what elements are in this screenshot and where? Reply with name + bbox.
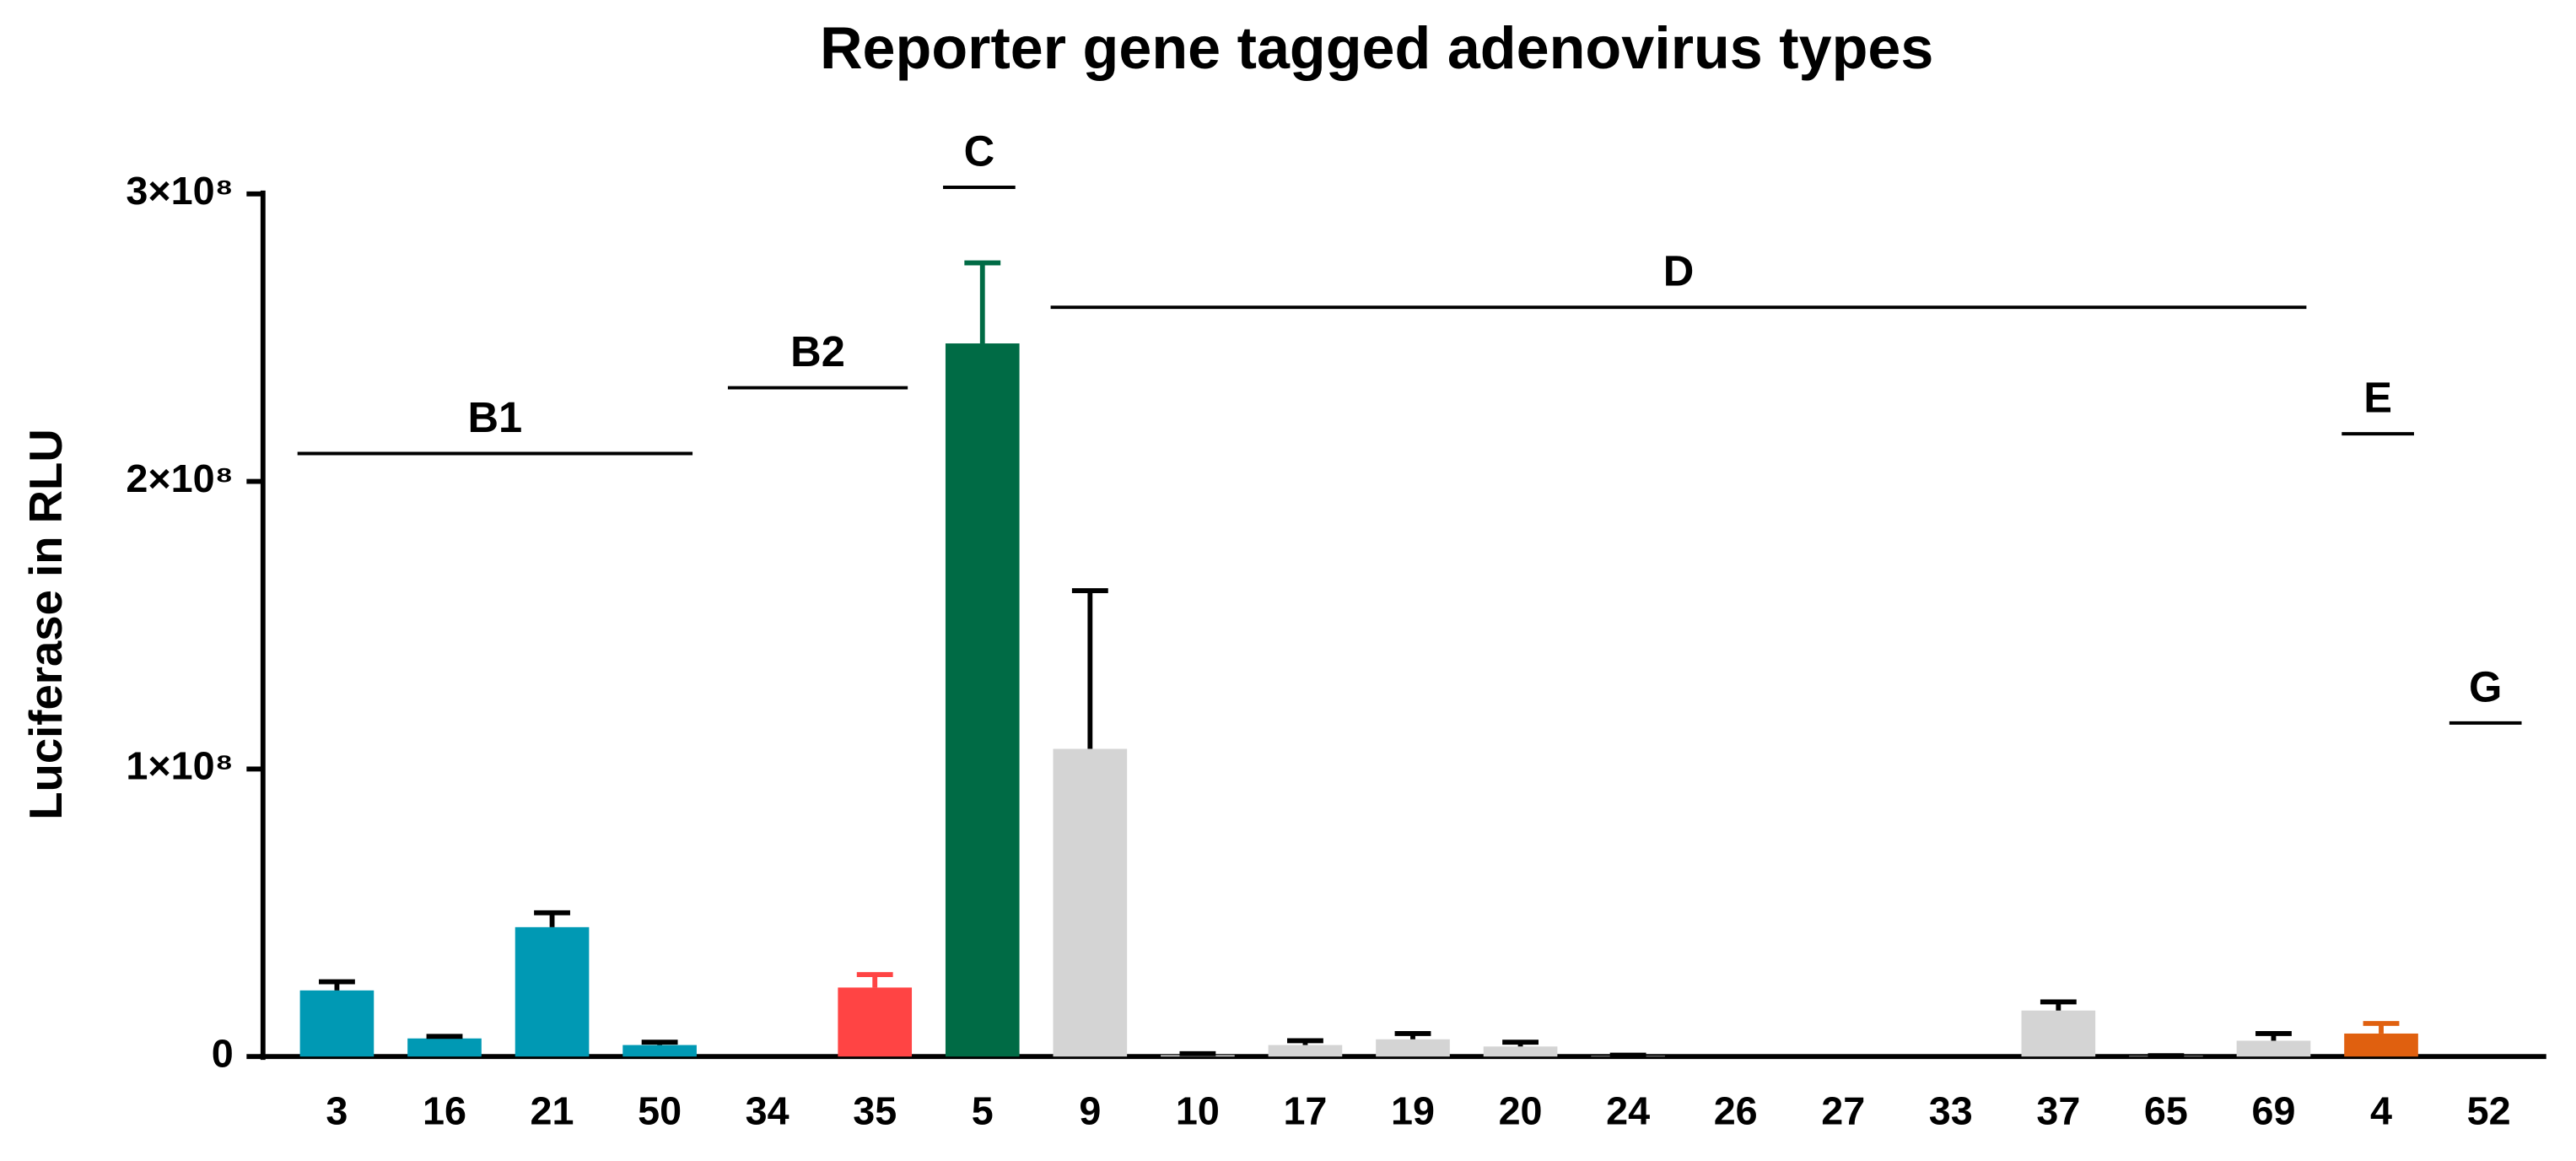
error-bar	[2255, 1034, 2292, 1041]
x-tick-label: 20	[1499, 1089, 1543, 1133]
bar	[2344, 1034, 2418, 1056]
x-tick-label: 33	[1929, 1089, 1973, 1133]
y-tick-label: 1×10⁸	[126, 744, 233, 788]
x-tick-label: 16	[423, 1089, 466, 1133]
error-bar	[427, 1036, 463, 1038]
x-tick-label: 52	[2467, 1089, 2511, 1133]
error-bar	[1395, 1034, 1431, 1040]
bar	[1269, 1045, 1343, 1057]
y-axis-label: Luciferase in RLU	[20, 429, 72, 820]
error-bar	[857, 975, 893, 987]
x-tick-label: 69	[2251, 1089, 2295, 1133]
bar	[515, 927, 590, 1056]
group-label: C	[964, 127, 995, 175]
x-tick-label: 50	[638, 1089, 682, 1133]
bar	[1484, 1046, 1558, 1056]
error-bar	[1072, 591, 1108, 748]
y-tick-label: 2×10⁸	[126, 456, 233, 500]
bar	[1376, 1040, 1450, 1056]
error-bar	[2040, 1002, 2077, 1010]
bar	[946, 343, 1020, 1056]
bar	[622, 1045, 697, 1057]
bar	[2022, 1011, 2096, 1057]
y-tick-label: 0	[212, 1032, 234, 1076]
x-tick-label: 5	[972, 1089, 994, 1133]
bar	[2237, 1040, 2311, 1056]
error-bar	[2363, 1023, 2400, 1034]
group-label: B2	[790, 327, 845, 375]
x-tick-label: 35	[853, 1089, 897, 1133]
error-bar	[1502, 1042, 1539, 1046]
x-tick-label: 34	[746, 1089, 790, 1133]
x-tick-label: 4	[2370, 1089, 2392, 1133]
error-bar	[1287, 1040, 1323, 1045]
error-bar	[1179, 1054, 1215, 1056]
chart-title: Reporter gene tagged adenovirus types	[820, 15, 1933, 81]
bar	[1054, 749, 1128, 1057]
x-tick-label: 37	[2036, 1089, 2080, 1133]
bar	[407, 1039, 482, 1056]
bar	[300, 991, 375, 1056]
x-tick-label: 3	[326, 1089, 348, 1133]
x-tick-label: 21	[531, 1089, 574, 1133]
x-tick-label: 9	[1079, 1089, 1101, 1133]
group-label: E	[2363, 374, 2392, 422]
group-label: B1	[468, 393, 523, 441]
x-tick-label: 65	[2144, 1089, 2188, 1133]
error-bar	[642, 1042, 678, 1045]
error-bar	[964, 263, 1000, 343]
group-label: G	[2469, 662, 2502, 710]
bar	[838, 987, 912, 1056]
error-bar	[319, 982, 355, 991]
x-tick-label: 17	[1283, 1089, 1327, 1133]
x-tick-label: 19	[1391, 1089, 1435, 1133]
y-tick-label: 3×10⁸	[126, 169, 233, 213]
x-tick-label: 26	[1714, 1089, 1758, 1133]
x-tick-label: 10	[1176, 1089, 1220, 1133]
x-tick-label: 24	[1606, 1089, 1650, 1133]
group-label: D	[1663, 247, 1695, 295]
error-bar	[534, 913, 570, 927]
x-tick-label: 27	[1821, 1089, 1865, 1133]
